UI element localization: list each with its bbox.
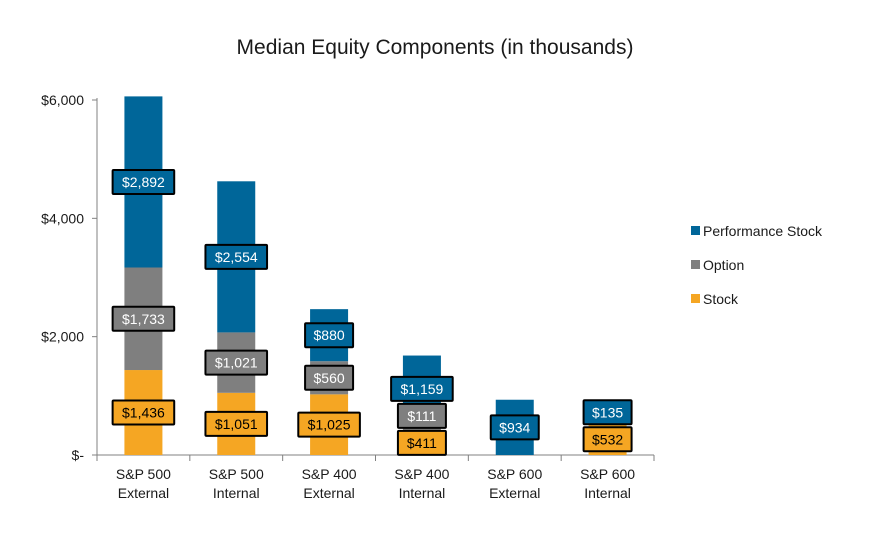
x-tick-label: Internal xyxy=(399,485,446,501)
data-label-box xyxy=(111,168,176,195)
data-label-box xyxy=(489,414,540,441)
legend-label: Performance Stock xyxy=(703,223,823,239)
y-tick-label: $6,000 xyxy=(41,92,84,108)
x-tick-label: External xyxy=(303,485,354,501)
data-label: $1,021 xyxy=(215,355,258,371)
y-tick-label: $- xyxy=(72,447,85,463)
legend-label: Option xyxy=(703,257,744,273)
chart-title: Median Equity Components (in thousands) xyxy=(236,36,634,59)
x-tick-label: External xyxy=(118,485,169,501)
x-tick-label: S&P 500 xyxy=(116,466,171,482)
data-label-box xyxy=(396,402,447,429)
data-label: $1,159 xyxy=(401,381,444,397)
legend-swatch xyxy=(691,226,700,235)
data-label: $1,051 xyxy=(215,416,258,432)
data-label: $135 xyxy=(592,404,623,420)
data-label-box xyxy=(582,399,633,426)
data-label-box xyxy=(204,243,269,270)
y-tick-label: $2,000 xyxy=(41,329,84,345)
x-tick-label: Internal xyxy=(213,485,260,501)
data-label-box xyxy=(390,375,454,402)
y-tick-label: $4,000 xyxy=(41,210,84,226)
legend-swatch xyxy=(691,260,700,269)
data-label-box xyxy=(204,349,269,376)
x-tick-label: S&P 400 xyxy=(302,466,357,482)
data-label: $111 xyxy=(407,408,436,424)
data-label-box xyxy=(297,411,361,438)
legend-swatch xyxy=(691,294,700,303)
data-label: $560 xyxy=(314,370,345,386)
legend-label: Stock xyxy=(703,291,739,307)
data-label: $880 xyxy=(314,327,345,343)
x-tick-label: S&P 500 xyxy=(209,466,264,482)
data-label: $934 xyxy=(499,419,530,435)
x-tick-label: S&P 400 xyxy=(394,466,449,482)
data-label: $411 xyxy=(407,435,437,451)
data-label-box xyxy=(204,410,269,437)
data-label: $2,554 xyxy=(215,249,258,265)
data-label: $532 xyxy=(592,431,623,447)
data-label-box xyxy=(582,426,633,453)
data-label: $1,436 xyxy=(122,405,165,421)
data-label: $2,892 xyxy=(122,174,165,190)
x-tick-label: S&P 600 xyxy=(487,466,542,482)
data-label-box xyxy=(111,305,176,332)
data-label-box xyxy=(111,399,176,426)
data-label-box xyxy=(304,364,355,391)
data-label-box xyxy=(396,429,447,456)
x-tick-label: External xyxy=(489,485,540,501)
data-label: $1,733 xyxy=(122,311,165,327)
data-label-box xyxy=(304,322,355,349)
x-tick-label: Internal xyxy=(584,485,631,501)
data-label: $1,025 xyxy=(308,417,351,433)
x-tick-label: S&P 600 xyxy=(580,466,635,482)
